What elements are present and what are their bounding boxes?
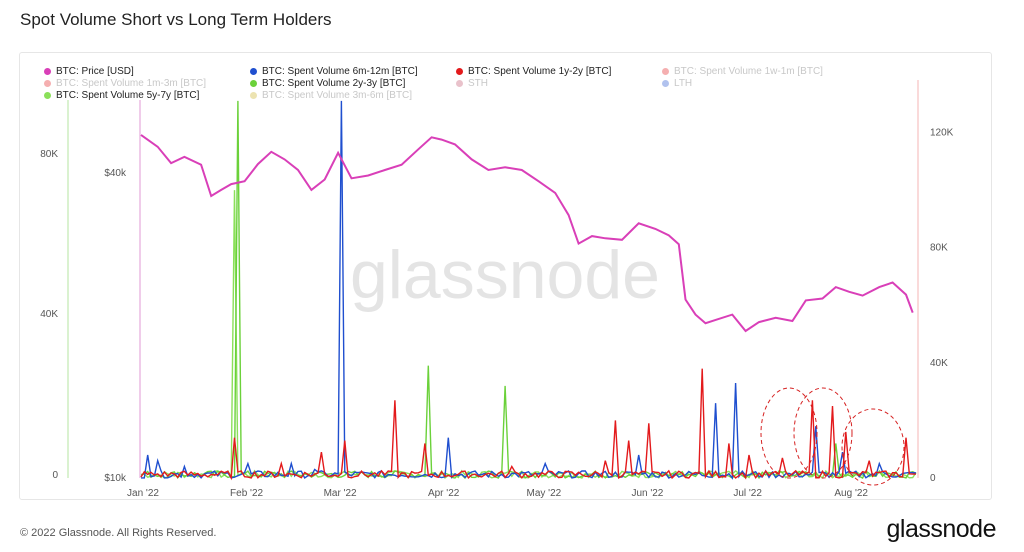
price-series-group <box>140 134 914 333</box>
x-tick-label: Apr '22 <box>428 488 460 499</box>
right-axis-tick: 80K <box>930 243 948 254</box>
annotation-group <box>760 387 905 486</box>
axes-group: Jan '22 Feb '22 Mar '22 Apr '22 May '22 Jun '… <box>40 128 953 499</box>
legend-label: STH <box>468 78 488 89</box>
legend-dot <box>456 80 463 87</box>
price-axis-tick: $40k <box>104 168 127 179</box>
x-tick-label: May '22 <box>527 488 562 499</box>
x-tick-label: Jul '22 <box>733 488 762 499</box>
legend-dot <box>44 68 51 75</box>
legend-item[interactable]: STH <box>456 78 488 89</box>
left-axis-tick: 80K <box>40 149 58 160</box>
right-axis-tick: 0 <box>930 473 936 484</box>
legend-label: BTC: Spent Volume 1w-1m [BTC] <box>674 66 823 77</box>
legend-item[interactable]: BTC: Spent Volume 1m-3m [BTC] <box>44 78 206 89</box>
x-tick-label: Feb '22 <box>230 488 263 499</box>
price-line <box>140 134 914 333</box>
right-axis-tick: 120K <box>930 128 954 139</box>
legend-item[interactable]: BTC: Spent Volume 2y-3y [BTC] <box>250 78 405 89</box>
legend-item[interactable]: BTC: Spent Volume 1y-2y [BTC] <box>456 66 611 77</box>
legend-dot <box>662 80 669 87</box>
copyright-footer: © 2022 Glassnode. All Rights Reserved. <box>20 527 217 539</box>
legend-item[interactable]: BTC: Price [USD] <box>44 66 134 77</box>
legend-item[interactable]: BTC: Spent Volume 1w-1m [BTC] <box>662 66 823 77</box>
legend-label: BTC: Spent Volume 5y-7y [BTC] <box>56 90 200 101</box>
left-axis-tick: 40K <box>40 309 58 320</box>
x-tick-label: Jun '22 <box>631 488 663 499</box>
right-axis-tick: 40K <box>930 358 948 369</box>
legend-label: BTC: Spent Volume 1m-3m [BTC] <box>56 78 207 89</box>
x-tick-label: Jan '22 <box>127 488 159 499</box>
x-tick-label: Aug '22 <box>834 488 868 499</box>
volume-line <box>140 368 916 481</box>
price-axis-tick: $10k <box>104 473 127 484</box>
legend-dot <box>250 68 257 75</box>
legend-label: BTC: Spent Volume 2y-3y [BTC] <box>262 78 406 89</box>
x-tick-label: Mar '22 <box>324 488 357 499</box>
legend-label: BTC: Spent Volume 1y-2y [BTC] <box>468 66 612 77</box>
legend-dot <box>662 68 669 75</box>
legend-item[interactable]: BTC: Spent Volume 6m-12m [BTC] <box>250 66 418 77</box>
legend-item[interactable]: BTC: Spent Volume 3m-6m [BTC] <box>250 90 412 101</box>
legend-dot <box>44 80 51 87</box>
volume-series-group <box>140 100 917 481</box>
legend-label: LTH <box>674 78 693 89</box>
left-axis-tick: 0 <box>52 470 58 481</box>
chart-card <box>19 52 992 500</box>
watermark: glassnode <box>350 237 660 313</box>
annotation-ellipse <box>793 387 853 479</box>
chart-legend: BTC: Price [USD] BTC: Spent Volume 6m-12… <box>0 0 1024 101</box>
legend-dot <box>456 68 463 75</box>
legend-label: BTC: Spent Volume 3m-6m [BTC] <box>262 90 413 101</box>
volume-line <box>140 190 917 480</box>
legend-dot <box>250 80 257 87</box>
legend-item[interactable]: BTC: Spent Volume 5y-7y [BTC] <box>44 90 199 101</box>
page-title: Spot Volume Short vs Long Term Holders <box>20 10 332 29</box>
annotation-ellipse <box>760 387 818 479</box>
legend-label: BTC: Price [USD] <box>56 66 134 77</box>
legend-item[interactable]: LTH <box>662 78 692 89</box>
legend-label: BTC: Spent Volume 6m-12m [BTC] <box>262 66 418 77</box>
legend-dot <box>44 92 51 99</box>
legend-dot <box>250 92 257 99</box>
annotation-ellipse <box>841 408 905 486</box>
brand-logo: glassnode <box>886 515 997 543</box>
